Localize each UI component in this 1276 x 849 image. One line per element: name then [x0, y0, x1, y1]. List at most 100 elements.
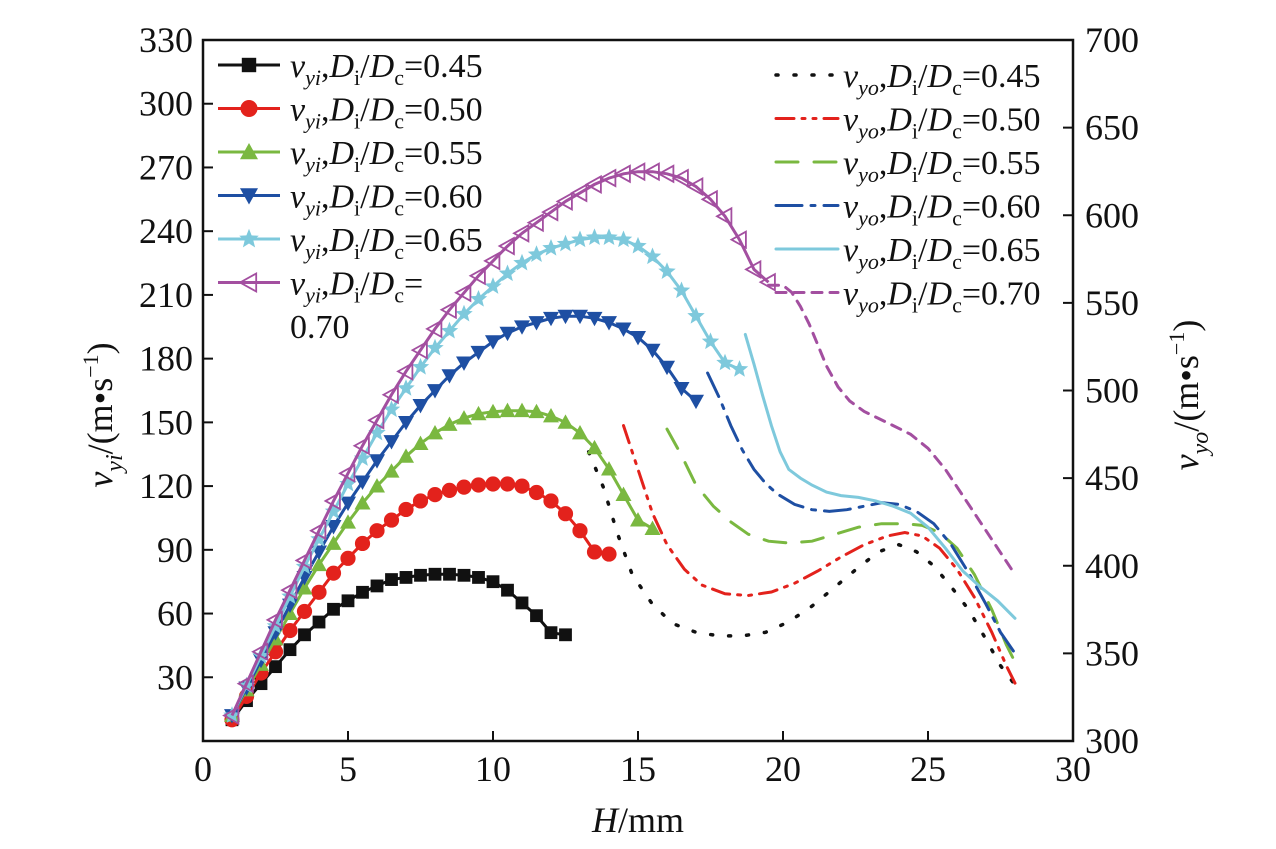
series-inner-point-3	[572, 309, 588, 325]
legend-inner-marker-5	[238, 271, 258, 294]
legend-label-part: /	[360, 135, 370, 172]
left-tick-label: 150	[139, 402, 193, 442]
series-inner-point-0	[472, 571, 485, 584]
legend-label-part: c	[394, 109, 404, 134]
series-inner-point-4	[310, 530, 328, 547]
right-tick-label: 650	[1085, 108, 1139, 148]
legend-label-part: yi	[303, 283, 321, 308]
series-inner-point-4	[585, 228, 604, 245]
legend-label: vyi,Di/Dc=0.60	[290, 179, 483, 221]
legend-label-part: D	[927, 102, 953, 139]
legend-label-part: v	[290, 135, 306, 172]
left-tick-label: 240	[139, 211, 193, 251]
left-tick-label: 90	[157, 530, 193, 570]
legend-label-part: i	[354, 152, 360, 177]
legend-inner-marker-1	[240, 99, 258, 118]
series-inner-point-5	[671, 168, 689, 188]
series-inner-point-4	[353, 449, 372, 466]
x-tick-label: 15	[620, 749, 656, 789]
legend-label-part: D	[328, 222, 354, 259]
series-inner-point-4	[658, 262, 676, 279]
legend-label-part: v	[290, 222, 306, 259]
legend-right: vyo,Di/Dc=0.45vyo,Di/Dc=0.50vyo,Di/Dc=0.…	[774, 58, 1041, 318]
series-outer-line-0	[586, 450, 1017, 687]
legend-label-part: D	[927, 189, 953, 226]
series-outer-line-2	[665, 427, 1017, 664]
series-inner-point-5	[309, 521, 327, 541]
series-inner-point-2	[485, 403, 501, 419]
series-inner-point-4	[440, 321, 459, 339]
legend-label-part: =0.65	[962, 232, 1041, 269]
legend-label-part: /	[918, 189, 928, 226]
legend-label-part: ,	[879, 189, 888, 226]
legend-label-part: yo	[856, 119, 879, 144]
legend-label-part: i	[354, 109, 360, 134]
series-inner-point-2	[543, 407, 559, 423]
series-inner-point-3	[441, 369, 458, 384]
legend-label-part: yo	[856, 293, 879, 318]
series-inner-point-4	[324, 502, 343, 519]
right-tick-label: 600	[1085, 195, 1139, 235]
legend-label-continuation: 0.70	[290, 309, 350, 346]
series-inner-point-5	[352, 436, 370, 456]
series-inner-point-0	[501, 583, 514, 597]
series-inner-point-5	[425, 319, 443, 339]
series-inner-point-0	[327, 602, 340, 616]
series-inner-line-0	[230, 572, 566, 721]
series-inner-point-3	[427, 384, 443, 399]
series-inner-point-4	[411, 357, 430, 375]
series-inner-point-2	[325, 535, 342, 550]
series-inner-point-4	[281, 587, 299, 604]
x-tick-label: 10	[475, 749, 511, 789]
series-inner-point-5	[439, 300, 457, 320]
series-outer-line-3	[706, 371, 1017, 655]
right-tick-label: 350	[1085, 633, 1139, 673]
left-tick-label: 60	[157, 594, 193, 634]
legend-label-part: =0.55	[962, 145, 1041, 182]
legend-label-part: ,	[321, 92, 330, 129]
series-inner-point-1	[586, 544, 603, 560]
series-inner-point-4	[730, 360, 749, 377]
legend-label-part: D	[927, 276, 953, 313]
series-inner-point-4	[542, 239, 560, 256]
series-inner-point-5	[715, 206, 733, 226]
legend-label-part: v	[843, 189, 859, 226]
legend-label-part: ,	[879, 276, 888, 313]
series-inner-point-5	[657, 164, 675, 184]
series-inner-point-4	[629, 236, 647, 254]
series-inner-point-4	[687, 307, 705, 324]
series-inner-point-2	[383, 463, 400, 478]
legend-label-part: ,	[879, 102, 888, 139]
legend-label-part: =0.45	[962, 58, 1041, 95]
series-inner-point-5	[512, 223, 530, 243]
legend-label-part: ,	[321, 222, 330, 259]
legend-label-part: v	[290, 266, 306, 303]
series-inner-point-0	[443, 567, 456, 581]
legend-label-part: /	[918, 102, 928, 139]
legend-label-part: D	[927, 145, 953, 182]
series-inner-point-1	[601, 546, 617, 562]
legend-label-part: c	[952, 75, 962, 100]
series-inner-point-5	[338, 463, 356, 483]
right-tick-label: 700	[1085, 20, 1139, 60]
legend-label-part: =0.70	[962, 276, 1041, 313]
series-inner-point-1	[528, 484, 545, 501]
legend-label-part: D	[369, 266, 395, 303]
legend-label-part: D	[886, 189, 912, 226]
series-inner-point-3	[499, 326, 516, 342]
legend-label-part: c	[952, 119, 962, 144]
legend-label-part: /	[360, 179, 370, 216]
legend-label-part: =0.60	[962, 189, 1041, 226]
series-inner-point-2	[398, 448, 414, 463]
series-inner-point-3	[630, 330, 646, 346]
legend-label-part: /	[360, 266, 370, 303]
series-inner-point-3	[383, 435, 400, 450]
series-inner-point-4	[716, 353, 734, 371]
series-inner-point-0	[283, 643, 297, 657]
legend-label-part: /	[918, 58, 928, 95]
legend-label: vyo,Di/Dc=0.60	[843, 189, 1041, 231]
legend-label: vyi,Di/Dc=0.50	[290, 92, 483, 134]
series-inner-point-5	[555, 191, 573, 211]
series-inner-point-4	[426, 338, 444, 356]
legend-label-part: D	[886, 58, 912, 95]
